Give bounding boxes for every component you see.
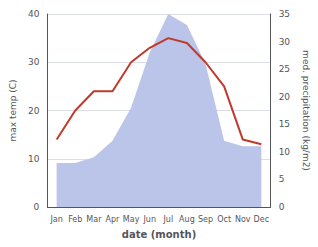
svg-text:Jan: Jan: [49, 215, 62, 224]
svg-text:Dec: Dec: [254, 215, 269, 224]
svg-text:30: 30: [28, 57, 40, 67]
svg-text:Jun: Jun: [142, 215, 156, 224]
svg-text:Oct: Oct: [217, 215, 231, 224]
svg-text:max temp (C): max temp (C): [8, 79, 18, 141]
svg-text:35: 35: [279, 9, 290, 19]
svg-text:Mar: Mar: [86, 215, 102, 224]
svg-text:Aug: Aug: [179, 215, 195, 224]
svg-text:Nov: Nov: [235, 215, 251, 224]
svg-text:25: 25: [279, 64, 290, 74]
svg-text:Feb: Feb: [68, 215, 82, 224]
svg-text:May: May: [123, 215, 140, 224]
svg-text:Apr: Apr: [106, 215, 121, 224]
svg-text:date (month): date (month): [122, 229, 196, 240]
svg-text:10: 10: [28, 154, 40, 164]
svg-text:20: 20: [28, 106, 40, 116]
svg-text:30: 30: [279, 37, 291, 47]
svg-text:med. precipitation (kg/m2): med. precipitation (kg/m2): [301, 50, 311, 171]
svg-text:40: 40: [28, 9, 40, 19]
svg-text:20: 20: [279, 92, 291, 102]
svg-text:Sep: Sep: [198, 215, 213, 224]
svg-text:Jul: Jul: [162, 215, 173, 224]
svg-text:15: 15: [279, 119, 290, 129]
svg-text:10: 10: [279, 147, 291, 157]
svg-text:0: 0: [34, 202, 40, 212]
svg-text:5: 5: [279, 174, 285, 184]
svg-text:0: 0: [279, 202, 285, 212]
